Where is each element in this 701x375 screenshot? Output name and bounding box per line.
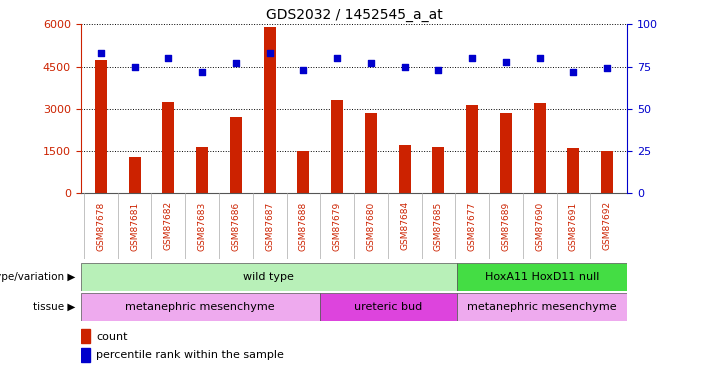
Bar [230, 117, 242, 193]
Text: GSM87679: GSM87679 [333, 201, 341, 250]
Bar [456, 262, 627, 291]
Bar [81, 292, 320, 321]
Text: GSM87678: GSM87678 [96, 201, 105, 250]
Bar [81, 348, 90, 362]
Text: GSM87683: GSM87683 [198, 201, 207, 250]
Point [196, 69, 207, 75]
Bar [456, 292, 627, 321]
Bar [320, 292, 456, 321]
Text: GSM87688: GSM87688 [299, 201, 308, 250]
Bar [466, 105, 478, 193]
Point [399, 63, 410, 70]
Text: GSM87685: GSM87685 [434, 201, 443, 250]
Bar [332, 100, 343, 193]
Point [95, 50, 107, 56]
Bar [81, 329, 90, 343]
Point [433, 67, 444, 73]
Point [467, 55, 478, 61]
Point [163, 55, 174, 61]
Text: HoxA11 HoxD11 null: HoxA11 HoxD11 null [485, 272, 599, 282]
Bar [297, 151, 309, 193]
Bar [129, 157, 140, 193]
Text: ureteric bud: ureteric bud [354, 302, 422, 312]
Text: tissue ▶: tissue ▶ [33, 302, 76, 312]
Point [501, 58, 512, 64]
Bar [365, 113, 377, 193]
Bar [163, 102, 175, 193]
Point [568, 69, 579, 75]
Bar [399, 146, 411, 193]
Text: GSM87690: GSM87690 [535, 201, 544, 250]
Text: GSM87687: GSM87687 [265, 201, 274, 250]
Point [332, 55, 343, 61]
Bar [81, 262, 456, 291]
Text: GSM87686: GSM87686 [231, 201, 240, 250]
Text: GSM87689: GSM87689 [501, 201, 510, 250]
Bar [500, 113, 512, 193]
Point [129, 63, 140, 70]
Text: wild type: wild type [243, 272, 294, 282]
Text: GSM87692: GSM87692 [603, 201, 612, 250]
Text: count: count [96, 332, 128, 342]
Text: GSM87681: GSM87681 [130, 201, 139, 250]
Text: GSM87684: GSM87684 [400, 201, 409, 250]
Text: percentile rank within the sample: percentile rank within the sample [96, 350, 284, 360]
Bar [601, 151, 613, 193]
Text: GSM87691: GSM87691 [569, 201, 578, 250]
Point [601, 65, 613, 71]
Text: GSM87682: GSM87682 [164, 201, 173, 250]
Point [230, 60, 241, 66]
Point [264, 50, 275, 56]
Title: GDS2032 / 1452545_a_at: GDS2032 / 1452545_a_at [266, 8, 442, 22]
Bar [95, 60, 107, 193]
Text: GSM87677: GSM87677 [468, 201, 477, 250]
Text: metanephric mesenchyme: metanephric mesenchyme [467, 302, 617, 312]
Text: metanephric mesenchyme: metanephric mesenchyme [125, 302, 275, 312]
Bar [568, 148, 579, 193]
Point [534, 55, 545, 61]
Bar [533, 103, 545, 193]
Bar [433, 147, 444, 193]
Bar [264, 27, 275, 193]
Point [365, 60, 376, 66]
Text: GSM87680: GSM87680 [367, 201, 375, 250]
Text: genotype/variation ▶: genotype/variation ▶ [0, 272, 76, 282]
Bar [196, 147, 208, 193]
Point [298, 67, 309, 73]
